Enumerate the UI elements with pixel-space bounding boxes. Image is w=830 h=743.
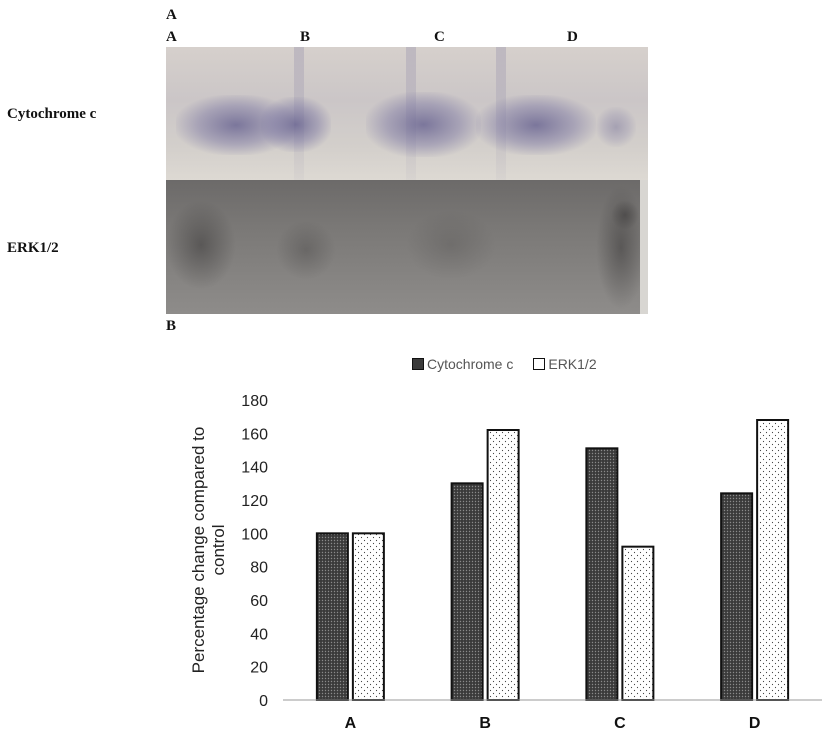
x-category-label-a: A — [345, 715, 357, 732]
y-tick-label-140: 140 — [241, 460, 268, 477]
legend-swatch-cytochrome-c — [412, 358, 424, 370]
y-axis-label: Percentage change compared to control — [189, 427, 228, 674]
y-axis-label-line-2: control — [209, 524, 228, 575]
y-tick-label-120: 120 — [241, 493, 268, 510]
bar-a-erk — [351, 532, 385, 701]
y-tick-label-20: 20 — [250, 660, 268, 677]
x-category-label-b: B — [479, 715, 491, 732]
x-category-label-c: C — [614, 715, 626, 732]
bar-d-erk — [756, 419, 790, 701]
erk-blot-edge — [640, 180, 648, 314]
y-tick-label-80: 80 — [250, 560, 268, 577]
panel-b-label: B — [166, 318, 177, 334]
bar-d-cytochrome-c — [720, 492, 754, 702]
legend-label-cytochrome-c: Cytochrome c — [427, 356, 514, 372]
lane-label-d: D — [567, 29, 578, 45]
blot-row-label-erk: ERK1/2 — [7, 240, 59, 256]
x-category-label-d: D — [749, 715, 761, 732]
y-tick-label-0: 0 — [259, 693, 268, 710]
erk-blot-image — [166, 180, 640, 314]
x-axis-categories: A B C D — [345, 715, 761, 732]
lane-label-b: B — [300, 29, 311, 45]
y-axis-label-line-1: Percentage change compared to — [189, 427, 208, 674]
cytochrome-c-blot-image — [166, 47, 648, 180]
y-tick-label-100: 100 — [241, 526, 268, 543]
legend-label-erk: ERK1/2 — [548, 356, 597, 372]
y-tick-label-60: 60 — [250, 593, 268, 610]
y-tick-label-160: 160 — [241, 426, 268, 443]
legend-swatch-erk — [533, 358, 546, 370]
lane-label-a: A — [166, 29, 177, 45]
bars-group — [315, 419, 790, 702]
y-axis-ticks: 0 20 40 60 80 100 120 140 160 180 — [241, 393, 268, 710]
chart-legend: Cytochrome c ERK1/2 — [412, 356, 597, 372]
y-tick-label-180: 180 — [241, 393, 268, 410]
bar-chart: Percentage change compared to control 0 20… — [189, 393, 822, 732]
bar-c-erk — [621, 545, 655, 701]
bar-a-cytochrome-c — [315, 532, 349, 701]
bar-b-erk — [486, 429, 520, 701]
panel-a-label: A — [166, 7, 177, 23]
lane-label-c: C — [434, 29, 445, 45]
y-tick-label-40: 40 — [250, 626, 268, 643]
bar-b-cytochrome-c — [450, 482, 484, 702]
bar-c-cytochrome-c — [585, 447, 619, 702]
blot-row-label-cytochrome-c: Cytochrome c — [7, 106, 97, 122]
